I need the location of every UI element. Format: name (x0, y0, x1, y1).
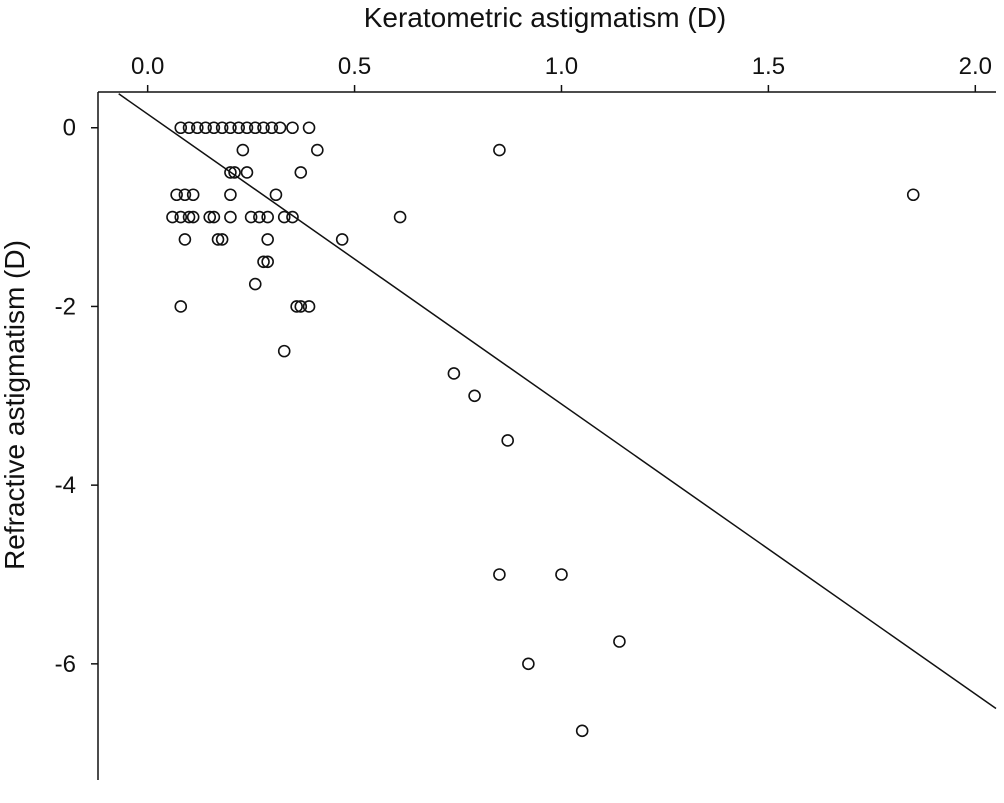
axes: 0.0 0.5 1.0 1.5 2.0 0 -2 -4 -6 (55, 53, 996, 780)
data-point (215, 233, 229, 246)
x-tick-label: 0.0 (131, 53, 164, 80)
data-point (257, 121, 270, 135)
data-point (302, 121, 316, 135)
data-point (224, 188, 237, 202)
data-point (199, 121, 212, 135)
data-point (215, 121, 229, 135)
data-point (207, 210, 221, 224)
data-point (265, 121, 279, 135)
data-point (248, 121, 262, 135)
data-point (240, 121, 254, 135)
x-axis-title: Keratometric astigmatism (D) (364, 2, 727, 33)
data-point (224, 210, 237, 224)
data-point (224, 121, 237, 135)
data-point (555, 568, 568, 581)
data-point (186, 210, 200, 224)
data-point (468, 389, 481, 403)
data-point (178, 188, 192, 202)
data-point (493, 143, 506, 157)
data-point (244, 210, 258, 224)
y-tick-label: -2 (55, 293, 76, 320)
data-point (232, 121, 246, 135)
data-point (191, 121, 204, 135)
data-point (224, 166, 237, 179)
data-point (182, 121, 196, 135)
data-point (261, 233, 274, 246)
data-point (493, 568, 506, 581)
data-point (174, 121, 188, 135)
data-point (613, 635, 626, 648)
data-point (174, 210, 188, 224)
data-point (170, 188, 183, 202)
x-tick-label: 1.5 (752, 53, 785, 80)
data-point (522, 657, 535, 671)
data-point (248, 277, 262, 291)
data-point (277, 210, 291, 224)
data-point (257, 255, 270, 269)
data-point (261, 255, 274, 269)
data-point (294, 300, 308, 313)
data-point (236, 143, 250, 157)
data-point (178, 233, 192, 246)
data-point (286, 210, 299, 224)
data-point (906, 188, 920, 202)
x-tick-label: 1.0 (545, 53, 578, 80)
data-point (311, 143, 324, 157)
y-tick-label: -4 (55, 472, 76, 499)
data-point (273, 121, 287, 135)
data-point (290, 300, 303, 313)
data-point (269, 188, 283, 202)
data-point (393, 210, 407, 224)
data-points (166, 121, 920, 738)
data-point (261, 210, 274, 224)
trend-line-group (118, 93, 997, 710)
data-point (182, 210, 196, 224)
data-point (211, 233, 225, 246)
data-point (186, 188, 200, 202)
data-point (253, 210, 266, 224)
trend-line (118, 93, 997, 710)
y-axis-title: Refractive astigmatism (D) (0, 240, 30, 570)
y-tick-label: -6 (55, 651, 76, 678)
data-point (575, 724, 589, 738)
data-point (335, 233, 349, 246)
data-point (277, 344, 291, 358)
data-point (447, 367, 461, 380)
data-point (286, 121, 299, 135)
data-point (302, 300, 316, 313)
data-point (207, 121, 221, 135)
data-point (240, 166, 254, 179)
data-point (174, 300, 188, 313)
x-tick-label: 0.5 (338, 53, 371, 80)
x-tick-label: 2.0 (959, 53, 992, 80)
data-point (228, 166, 241, 179)
data-point (203, 210, 217, 224)
data-point (294, 166, 308, 179)
data-point (501, 434, 514, 447)
data-point (166, 210, 179, 224)
y-tick-label: 0 (63, 115, 76, 142)
